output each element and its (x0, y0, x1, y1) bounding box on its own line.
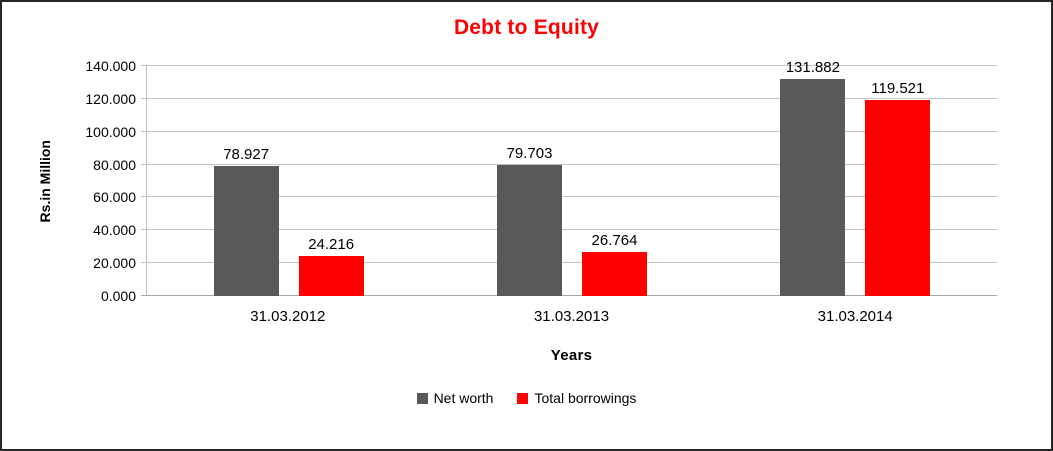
chart-title: Debt to Equity (453, 16, 600, 39)
y-tick-label: 0.000 (100, 288, 136, 304)
bar-value-label: 78.927 (223, 146, 270, 164)
x-axis-title-row: Years (28, 347, 1025, 364)
bar-group-31-03-2014: 131.882 119.521 (780, 59, 931, 296)
y-tick-label: 140.000 (85, 58, 136, 74)
bar-column: 131.882 (780, 59, 846, 296)
legend-swatch-icon (416, 392, 428, 404)
bar-group-31-03-2012: 78.927 24.216 (213, 66, 364, 296)
legend: Net worth Total borrowings (28, 390, 1025, 406)
gridline (141, 229, 997, 231)
y-axis-title-text: Rs.in Million (37, 139, 53, 223)
legend-item-total-borrowings: Total borrowings (517, 390, 636, 406)
gridline (141, 196, 997, 198)
y-axis-title: Rs.in Million (28, 66, 62, 296)
bar-column: 26.764 (581, 66, 647, 296)
gridline (141, 130, 997, 132)
legend-item-net-worth: Net worth (416, 390, 494, 406)
y-tick-label: 120.000 (85, 90, 136, 107)
y-axis-ticks: 0.000 20.000 40.000 60.000 80.000 100.000 120.… (62, 58, 146, 304)
bars: 78.927 24.216 79.703 26.764 131.882 119.521 (147, 59, 997, 296)
bar-column: 24.216 (298, 66, 364, 296)
bar-value-label: 26.764 (591, 232, 638, 250)
x-tick-label: 31.03.2012 (250, 308, 326, 325)
bar-value-label: 79.703 (506, 145, 553, 163)
legend-swatch-icon (517, 392, 529, 404)
gridline (141, 262, 997, 264)
bar-column: 119.521 (865, 66, 931, 296)
y-tick-label: 60.000 (93, 189, 136, 206)
bar-column: 78.927 (213, 66, 279, 296)
gridline (141, 97, 997, 99)
bar-value-label: 24.216 (308, 236, 355, 254)
x-axis-title-spacer (28, 347, 146, 364)
gridline (141, 163, 997, 165)
x-axis-spacer (28, 308, 146, 325)
x-tick-label: 31.03.2013 (533, 308, 610, 325)
plot-area: 78.927 24.216 79.703 26.764 131.882 119.521 (141, 59, 997, 296)
bar-value-label: 119.521 (871, 79, 925, 97)
bar-column: 79.703 (496, 66, 562, 296)
bar-net-worth-31-03-2012 (213, 166, 279, 296)
bar-total-borrowings-31-03-2012 (298, 256, 364, 296)
legend-label: Total borrowings (534, 390, 637, 406)
y-tick-label: 40.000 (93, 222, 136, 239)
bar-total-borrowings-31-03-2013 (581, 252, 647, 296)
bar-group-31-03-2013: 79.703 26.764 (496, 66, 647, 296)
y-tick-label: 80.000 (93, 156, 136, 173)
x-axis-title: Years (550, 347, 593, 364)
chart-body: Rs.in Million 0.000 20.000 40.000 60.000 80.… (28, 58, 1025, 304)
y-tick-label: 100.000 (85, 123, 136, 140)
y-tick-label: 20.000 (93, 255, 136, 272)
bar-net-worth-31-03-2013 (496, 165, 562, 296)
bar-net-worth-31-03-2014 (780, 79, 846, 296)
x-tick-label: 31.03.2014 (817, 308, 893, 325)
x-axis: 31.03.2012 31.03.2013 31.03.2014 (28, 308, 1025, 325)
gridline (141, 65, 997, 66)
x-axis-line (141, 295, 997, 296)
bar-value-label: 131.882 (785, 59, 840, 77)
legend-label: Net worth (433, 390, 494, 406)
bar-total-borrowings-31-03-2014 (865, 99, 931, 296)
x-axis-ticks: 31.03.2012 31.03.2013 31.03.2014 (146, 308, 997, 325)
